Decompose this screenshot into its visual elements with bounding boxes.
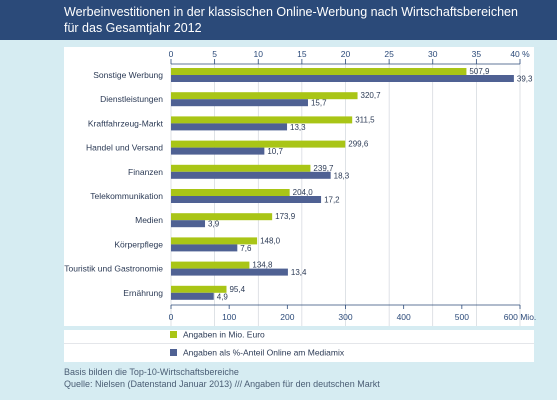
bar-euro: [171, 116, 353, 124]
footer-note: Basis bilden die Top-10-Wirtschaftsberei…: [64, 367, 239, 377]
data-label-percent: 17,2: [324, 196, 340, 205]
data-label-euro: 299,6: [348, 140, 369, 149]
data-label-euro: 320,7: [361, 91, 382, 100]
bar-euro: [171, 261, 250, 269]
category-label: Ernährung: [123, 288, 163, 298]
top-axis-tick-label: 25: [384, 49, 394, 59]
legend-box: [64, 330, 534, 362]
bar-percent: [171, 147, 265, 155]
top-axis-tick-label: 30: [428, 49, 438, 59]
data-label-euro: 134,8: [252, 261, 273, 270]
category-label: Körperpflege: [114, 239, 163, 249]
bar-percent: [171, 123, 288, 131]
top-axis-tick-label: 35: [472, 49, 482, 59]
legend-label-percent: Angaben als %-Anteil Online am Mediamix: [183, 348, 345, 358]
bar-percent: [171, 268, 288, 276]
bottom-axis-tick-label: 200: [280, 312, 294, 322]
chart-title: Werbeinvestitionen in der klassischen On…: [64, 4, 544, 36]
category-label: Kraftfahrzeug-Markt: [88, 118, 164, 128]
data-label-percent: 13,3: [290, 123, 306, 132]
bottom-axis-tick-label: 300: [338, 312, 352, 322]
bar-euro: [171, 285, 227, 293]
data-label-percent: 7,6: [240, 244, 252, 253]
data-label-euro: 95,4: [229, 285, 245, 294]
category-label: Touristik und Gastronomie: [64, 264, 163, 274]
bottom-axis-tick-label: 400: [397, 312, 411, 322]
category-label: Dienstleistungen: [100, 94, 163, 104]
bottom-axis-tick-label: 600 Mio.: [504, 312, 537, 322]
data-label-euro: 148,0: [260, 236, 281, 245]
data-label-euro: 311,5: [355, 115, 375, 124]
bar-percent: [171, 171, 331, 179]
bar-euro: [171, 92, 358, 100]
category-label: Handel und Versand: [86, 143, 163, 153]
legend-label-euro: Angaben in Mio. Euro: [183, 330, 265, 340]
title-banner: [0, 0, 557, 40]
top-axis-tick-label: 5: [212, 49, 217, 59]
top-axis-tick-label: 15: [297, 49, 307, 59]
bar-euro: [171, 68, 467, 75]
category-label: Finanzen: [128, 167, 163, 177]
bar-percent: [171, 244, 238, 252]
category-label: Sonstige Werbung: [93, 70, 163, 80]
plot-area: [64, 47, 534, 326]
data-label-percent: 15,7: [311, 99, 327, 108]
bar-euro: [171, 213, 273, 221]
chart-title-line-1: Werbeinvestitionen in der klassischen On…: [64, 5, 518, 19]
data-label-percent: 10,7: [267, 147, 283, 156]
top-axis-tick-label: 10: [254, 49, 264, 59]
bar-percent: [171, 220, 206, 228]
top-axis-tick-label: 20: [341, 49, 351, 59]
data-label-percent: 18,3: [334, 171, 350, 180]
bar-percent: [171, 292, 214, 300]
data-label-percent: 4,9: [217, 292, 229, 301]
category-label: Medien: [135, 215, 163, 225]
data-label-euro: 173,9: [275, 212, 296, 221]
bar-percent: [171, 75, 514, 82]
bar-euro: [171, 189, 290, 196]
data-label-euro: 204,0: [293, 188, 314, 197]
footer-source: Quelle: Nielsen (Datenstand Januar 2013)…: [64, 379, 380, 389]
bottom-axis-tick-label: 0: [169, 312, 174, 322]
chart-footer: Basis bilden die Top-10-Wirtschaftsberei…: [64, 366, 534, 390]
bottom-axis-tick-label: 500: [455, 312, 469, 322]
bar-euro: [171, 164, 311, 172]
data-label-euro: 507,9: [469, 67, 490, 76]
category-label: Telekommunikation: [90, 191, 163, 201]
bar-euro: [171, 140, 346, 148]
data-label-percent: 39,3: [517, 75, 533, 84]
legend-swatch-percent: [170, 349, 177, 356]
bottom-axis-tick-label: 100: [222, 312, 236, 322]
data-label-percent: 13,4: [291, 268, 307, 277]
top-axis-tick-label: 40 %: [510, 49, 530, 59]
bar-percent: [171, 196, 322, 203]
bar-euro: [171, 237, 258, 245]
data-label-euro: 239,7: [313, 164, 334, 173]
data-label-percent: 3,9: [208, 220, 220, 229]
top-axis-tick-label: 0: [169, 49, 174, 59]
bar-percent: [171, 99, 308, 107]
chart-title-line-2: für das Gesamtjahr 2012: [64, 21, 202, 35]
legend-swatch-euro: [170, 331, 177, 338]
